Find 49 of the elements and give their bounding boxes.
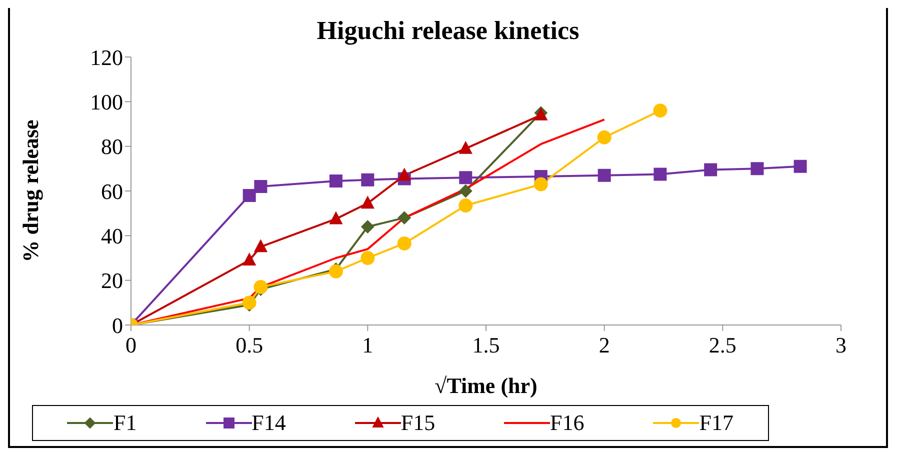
point bbox=[704, 163, 718, 176]
y-tick-label: 20 bbox=[101, 268, 123, 294]
point bbox=[794, 160, 807, 173]
point bbox=[361, 220, 374, 234]
point bbox=[360, 251, 375, 265]
x-tick-label: 1 bbox=[362, 332, 374, 358]
legend-label: F14 bbox=[252, 410, 286, 436]
point bbox=[254, 280, 268, 294]
point bbox=[397, 236, 412, 250]
x-axis-title: √Time (hr) bbox=[434, 373, 538, 398]
point bbox=[242, 188, 256, 202]
legend-label: F16 bbox=[550, 410, 584, 436]
point bbox=[459, 171, 472, 184]
chart-title: Higuchi release kinetics bbox=[316, 16, 580, 46]
x-tick-label: 2.5 bbox=[708, 332, 736, 358]
x-tick-label: 3 bbox=[836, 332, 846, 358]
y-axis-title: % drug release bbox=[18, 119, 43, 262]
point bbox=[328, 264, 343, 278]
point bbox=[254, 180, 268, 194]
point bbox=[458, 198, 473, 213]
point bbox=[398, 211, 411, 224]
point bbox=[329, 212, 342, 224]
point bbox=[242, 296, 256, 310]
y-tick-label: 80 bbox=[101, 134, 123, 160]
y-tick-label: 120 bbox=[90, 44, 123, 70]
x-tick-label: 0.5 bbox=[236, 332, 264, 358]
x-tick-label: 2 bbox=[598, 332, 610, 358]
point bbox=[750, 162, 764, 176]
point bbox=[653, 104, 668, 118]
y-tick-label: 60 bbox=[101, 178, 123, 204]
point bbox=[654, 168, 667, 181]
legend-label: F1 bbox=[113, 410, 137, 436]
point bbox=[459, 184, 472, 198]
point bbox=[361, 173, 374, 186]
point bbox=[361, 196, 374, 209]
point bbox=[254, 240, 268, 252]
point bbox=[598, 168, 611, 182]
legend-label: F15 bbox=[400, 410, 436, 436]
point bbox=[329, 174, 342, 188]
point bbox=[534, 177, 548, 192]
x-tick-label: 1.5 bbox=[472, 332, 500, 358]
legend-label: F17 bbox=[699, 410, 734, 436]
y-tick-label: 100 bbox=[90, 89, 123, 114]
point bbox=[398, 168, 411, 181]
point bbox=[597, 130, 612, 144]
y-tick-label: 0 bbox=[112, 312, 123, 338]
y-tick-label: 40 bbox=[101, 223, 123, 248]
point bbox=[242, 253, 256, 266]
point bbox=[459, 141, 472, 154]
